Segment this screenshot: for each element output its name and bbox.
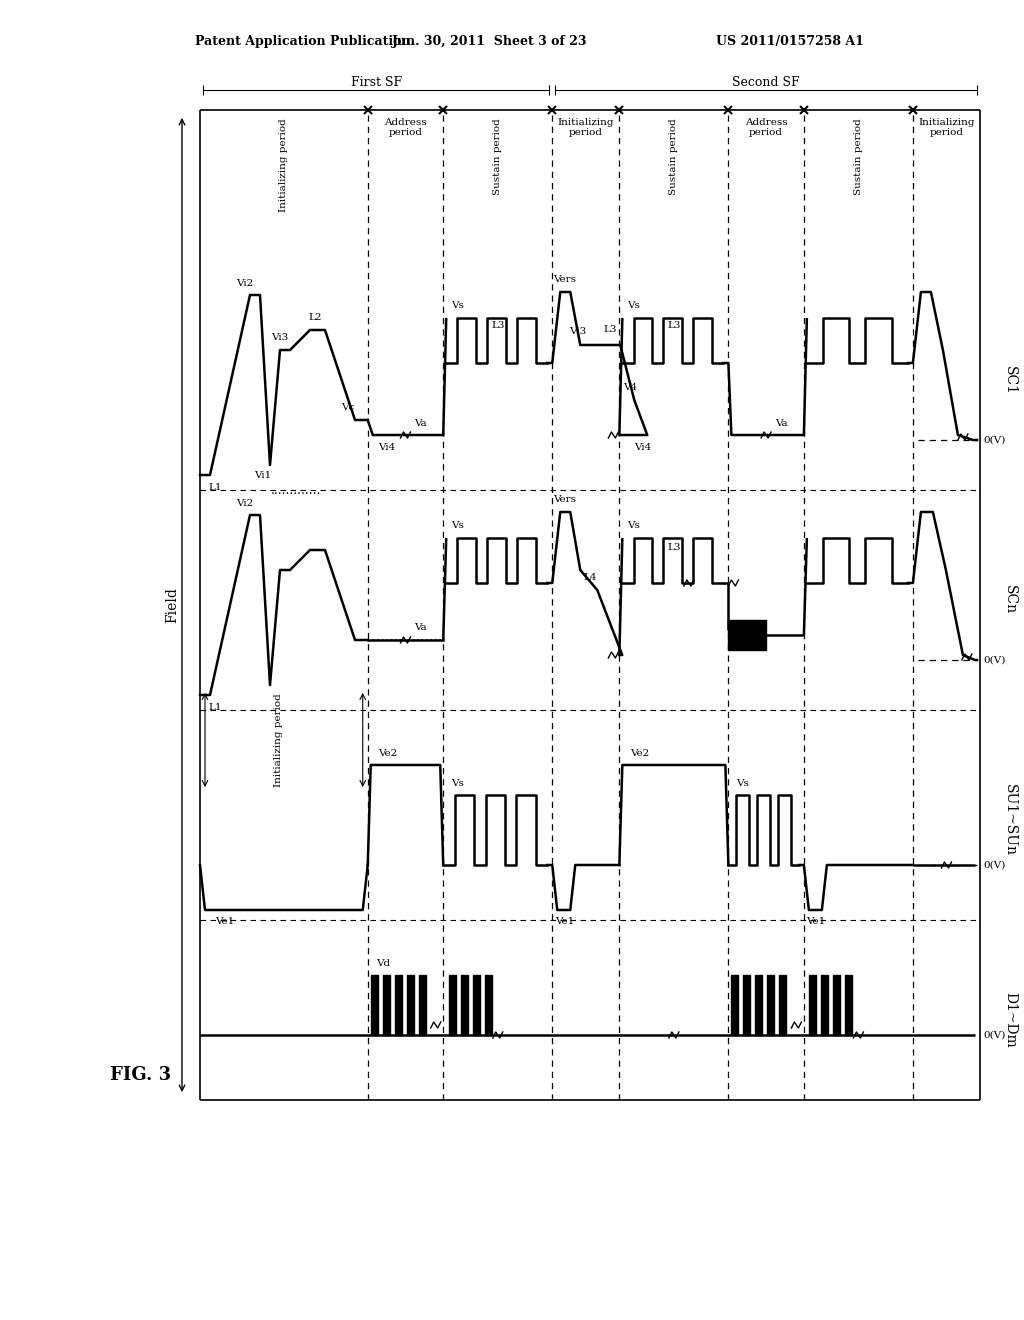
Text: Sustain period: Sustain period: [670, 117, 678, 195]
Text: L3: L3: [667, 322, 681, 330]
Text: L3: L3: [603, 326, 617, 334]
Text: Address
period: Address period: [384, 117, 427, 137]
Text: Jun. 30, 2011  Sheet 3 of 23: Jun. 30, 2011 Sheet 3 of 23: [392, 36, 588, 49]
Text: 0(V): 0(V): [983, 436, 1006, 445]
Text: L4: L4: [584, 573, 597, 582]
Text: Vers: Vers: [553, 276, 575, 285]
Text: L3: L3: [490, 322, 505, 330]
Text: Ve2: Ve2: [378, 748, 397, 758]
Text: Vs: Vs: [452, 301, 464, 310]
Text: SCn: SCn: [1002, 586, 1017, 615]
Text: Second SF: Second SF: [732, 75, 800, 88]
Text: Vc: Vc: [341, 404, 354, 412]
Text: Vi1: Vi1: [254, 470, 271, 479]
Text: Patent Application Publication: Patent Application Publication: [195, 36, 411, 49]
Text: Vi2: Vi2: [237, 279, 254, 288]
Text: Va: Va: [414, 623, 427, 632]
Text: Sustain period: Sustain period: [494, 117, 502, 195]
Text: Vi2: Vi2: [237, 499, 254, 507]
Text: 0(V): 0(V): [983, 656, 1006, 664]
Text: Initializing
period: Initializing period: [919, 117, 975, 137]
Text: Vd: Vd: [376, 958, 390, 968]
Text: Initializing period: Initializing period: [274, 693, 284, 787]
Text: Ve1: Ve1: [806, 917, 825, 927]
Text: Vi3: Vi3: [568, 327, 586, 337]
Text: Vi3: Vi3: [271, 334, 289, 342]
Text: L3: L3: [667, 544, 681, 553]
Text: L2: L2: [308, 314, 322, 322]
Text: First SF: First SF: [350, 75, 401, 88]
Text: D1~Dm: D1~Dm: [1002, 993, 1017, 1048]
Text: Vi4: Vi4: [634, 442, 651, 451]
Text: FIG. 3: FIG. 3: [110, 1067, 171, 1084]
Text: Ve2: Ve2: [630, 748, 649, 758]
Text: Va: Va: [775, 418, 787, 428]
Text: 0(V): 0(V): [983, 861, 1006, 870]
Text: Field: Field: [165, 587, 179, 623]
Text: US 2011/0157258 A1: US 2011/0157258 A1: [716, 36, 864, 49]
Text: Ve1: Ve1: [555, 917, 573, 927]
Text: Vs: Vs: [628, 521, 640, 531]
Text: Va: Va: [414, 418, 427, 428]
Text: L1: L1: [208, 483, 221, 492]
Text: SU1~SUn: SU1~SUn: [1002, 784, 1017, 855]
Text: 0(V): 0(V): [983, 1031, 1006, 1040]
Text: Initializing period: Initializing period: [280, 117, 289, 211]
Text: Vi4: Vi4: [378, 442, 395, 451]
Text: L1: L1: [208, 704, 221, 713]
Text: Initializing
period: Initializing period: [557, 117, 614, 137]
Text: Vs: Vs: [736, 779, 750, 788]
Text: Ve1: Ve1: [215, 917, 234, 927]
Text: Vers: Vers: [553, 495, 575, 504]
Text: Sustain period: Sustain period: [854, 117, 863, 195]
Text: .............: .............: [271, 483, 322, 496]
Text: Vs: Vs: [452, 521, 464, 531]
Text: V4: V4: [624, 384, 637, 392]
Text: Vs: Vs: [452, 779, 464, 788]
Text: SC1: SC1: [1002, 366, 1017, 395]
Text: Vs: Vs: [628, 301, 640, 310]
Text: Address
period: Address period: [744, 117, 787, 137]
